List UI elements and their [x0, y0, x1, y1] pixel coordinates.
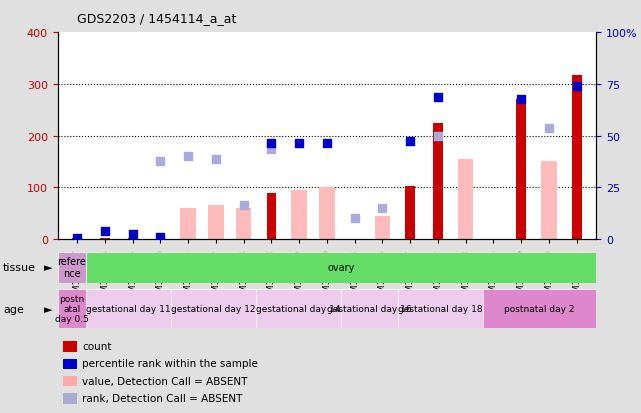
- Bar: [58, 289, 86, 328]
- Point: [572, 84, 582, 90]
- Bar: [341, 289, 398, 328]
- Text: gestational day 18: gestational day 18: [398, 304, 483, 313]
- Bar: [128, 239, 137, 240]
- Point: [433, 94, 443, 101]
- Bar: [63, 359, 76, 369]
- Point: [544, 125, 554, 132]
- Point: [294, 141, 304, 147]
- Bar: [398, 289, 483, 328]
- Point: [238, 203, 249, 209]
- Point: [211, 156, 221, 163]
- Text: gestational day 11: gestational day 11: [87, 304, 171, 313]
- Point: [322, 141, 332, 147]
- Bar: [156, 237, 165, 240]
- Text: postn
atal
day 0.5: postn atal day 0.5: [55, 294, 89, 323]
- Text: ►: ►: [44, 263, 52, 273]
- Point: [155, 234, 165, 240]
- Bar: [319, 188, 335, 240]
- Text: tissue: tissue: [3, 263, 36, 273]
- Bar: [483, 289, 596, 328]
- Bar: [171, 289, 256, 328]
- Bar: [458, 159, 474, 240]
- Bar: [236, 209, 251, 240]
- Text: rank, Detection Call = ABSENT: rank, Detection Call = ABSENT: [82, 393, 242, 403]
- Bar: [405, 186, 415, 240]
- Point: [516, 97, 526, 104]
- Bar: [517, 100, 526, 240]
- Text: ►: ►: [44, 304, 52, 314]
- Text: ovary: ovary: [328, 262, 354, 273]
- Text: value, Detection Call = ABSENT: value, Detection Call = ABSENT: [82, 376, 247, 386]
- Text: percentile rank within the sample: percentile rank within the sample: [82, 358, 258, 368]
- Bar: [100, 238, 110, 240]
- Point: [378, 205, 388, 212]
- Bar: [63, 376, 76, 386]
- Bar: [256, 289, 341, 328]
- Text: refere
nce: refere nce: [58, 256, 87, 278]
- Point: [155, 159, 165, 165]
- Bar: [572, 75, 581, 240]
- Bar: [72, 239, 82, 240]
- Text: count: count: [82, 341, 112, 351]
- Text: gestational day 12: gestational day 12: [171, 304, 256, 313]
- Text: gestational day 14: gestational day 14: [256, 304, 341, 313]
- Point: [405, 138, 415, 145]
- Bar: [58, 252, 86, 283]
- Point: [128, 231, 138, 238]
- Bar: [208, 206, 224, 240]
- Text: gestational day 16: gestational day 16: [327, 304, 412, 313]
- Point: [349, 216, 360, 222]
- Text: postnatal day 2: postnatal day 2: [504, 304, 575, 313]
- Bar: [180, 209, 196, 240]
- Bar: [63, 393, 76, 404]
- Point: [266, 146, 276, 152]
- Bar: [63, 342, 76, 352]
- Bar: [433, 123, 443, 240]
- Bar: [541, 162, 557, 240]
- Point: [72, 235, 82, 241]
- Text: age: age: [3, 304, 24, 314]
- Text: GDS2203 / 1454114_a_at: GDS2203 / 1454114_a_at: [77, 12, 237, 25]
- Bar: [292, 190, 307, 240]
- Point: [433, 133, 443, 140]
- Bar: [86, 289, 171, 328]
- Bar: [374, 216, 390, 240]
- Point: [266, 141, 276, 147]
- Bar: [267, 193, 276, 240]
- Point: [100, 228, 110, 235]
- Point: [183, 154, 194, 160]
